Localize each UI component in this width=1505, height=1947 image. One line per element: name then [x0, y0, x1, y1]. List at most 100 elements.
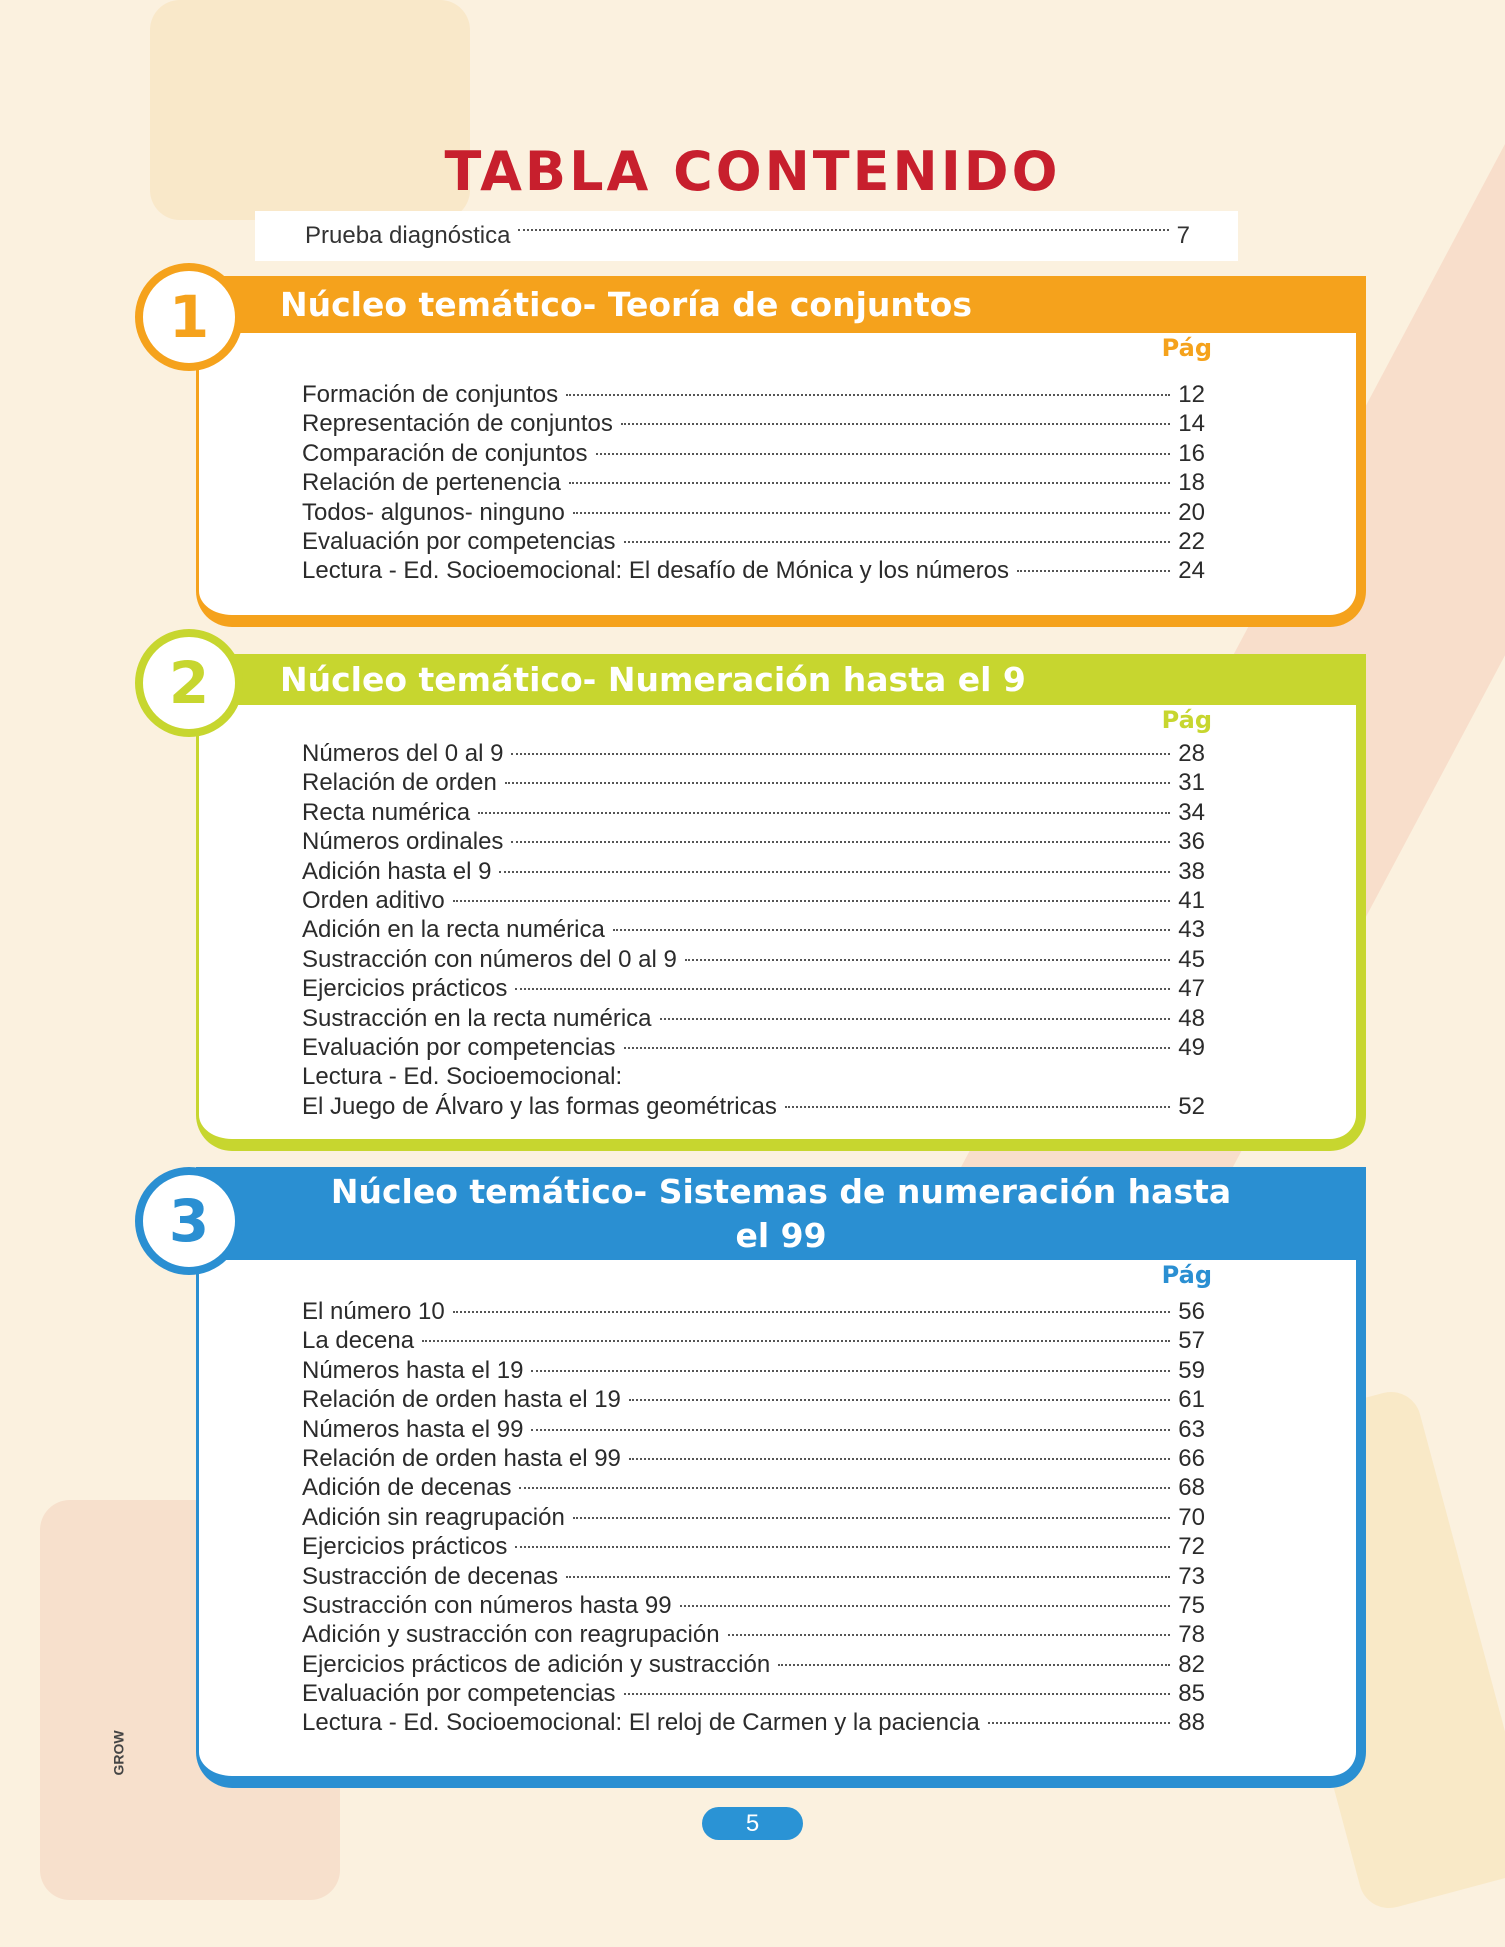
entry-page: 78 — [1178, 1621, 1205, 1649]
entry-row: Relación de orden hasta el 99 66 — [302, 1444, 1205, 1473]
entry-label: El Juego de Álvaro y las formas geométri… — [302, 1092, 777, 1120]
entry-row: Evaluación por competencias 49 — [302, 1033, 1205, 1062]
entry-row: Lectura - Ed. Socioemocional: El reloj d… — [302, 1708, 1205, 1737]
entry-row: Adición de decenas 68 — [302, 1473, 1205, 1502]
entry-row: Representación de conjuntos 14 — [302, 409, 1205, 438]
entry-row: Sustracción de decenas 73 — [302, 1562, 1205, 1591]
entry-row: Formación de conjuntos 12 — [302, 380, 1205, 409]
entry-label: Orden aditivo — [302, 886, 445, 914]
entry-page: 14 — [1178, 410, 1205, 438]
dot-leader — [778, 1663, 1171, 1666]
section-box — [196, 276, 1366, 627]
decoration — [150, 0, 470, 220]
dot-leader — [620, 423, 1171, 426]
entry-page: 59 — [1178, 1356, 1205, 1384]
entry-page: 68 — [1178, 1474, 1205, 1502]
entry-label: Adición de decenas — [302, 1474, 512, 1502]
dot-leader — [727, 1634, 1171, 1637]
entry-page: 20 — [1178, 498, 1205, 526]
dot-leader — [623, 1693, 1171, 1696]
entry-label: Lectura - Ed. Socioemocional: — [302, 1063, 623, 1091]
dot-leader — [987, 1722, 1171, 1725]
entry-row: Relación de orden hasta el 19 61 — [302, 1385, 1205, 1414]
entry-page: 34 — [1178, 798, 1205, 826]
entry-label: Representación de conjuntos — [302, 410, 613, 438]
section-box — [196, 654, 1366, 1151]
dot-leader — [679, 1604, 1171, 1607]
entry-page: 41 — [1178, 886, 1205, 914]
intro-row: Prueba diagnóstica 7 — [255, 211, 1238, 261]
dot-leader — [511, 753, 1171, 755]
entry-page: 49 — [1178, 1033, 1205, 1061]
entry-label: Ejercicios prácticos — [302, 975, 508, 1003]
brand: GROW — [110, 1730, 127, 1776]
entry-row: Orden aditivo 41 — [302, 886, 1205, 915]
entry-label: Relación de orden hasta el 99 — [302, 1444, 621, 1472]
entry-label: Sustracción en la recta numérica — [302, 1004, 652, 1032]
dot-leader — [568, 482, 1171, 485]
entry-label: Adición y sustracción con reagrupación — [302, 1621, 720, 1649]
entry-page: 16 — [1178, 439, 1205, 467]
page-header: Pág — [1161, 1261, 1212, 1289]
entry-row: Ejercicios prácticos 47 — [302, 974, 1205, 1003]
entry-label: Relación de orden — [302, 769, 497, 797]
section-title: Núcleo temático- Numeración hasta el 9 — [280, 660, 1026, 699]
entry-label: Adición hasta el 9 — [302, 857, 492, 885]
entry-row: Lectura - Ed. Socioemocional: El desafío… — [302, 556, 1205, 585]
page-title: TABLA CONTENIDO — [444, 140, 1061, 203]
entry-row: Evaluación por competencias 85 — [302, 1679, 1205, 1708]
entry-page: 63 — [1178, 1415, 1205, 1443]
entry-label: Comparación de conjuntos — [302, 439, 588, 467]
entry-label: Recta numérica — [302, 798, 471, 826]
dot-leader — [518, 229, 1169, 231]
entry-page: 61 — [1178, 1386, 1205, 1414]
entry-label: Números del 0 al 9 — [302, 740, 504, 767]
dot-leader — [422, 1340, 1171, 1343]
entry-row: Sustracción en la recta numérica 48 — [302, 1004, 1205, 1033]
dot-leader — [1017, 570, 1171, 573]
dot-leader — [452, 899, 1171, 902]
section-number: 1 — [135, 263, 243, 371]
section-number: 3 — [135, 1167, 243, 1275]
dot-leader — [478, 811, 1171, 814]
entry-page: 57 — [1178, 1327, 1205, 1355]
entry-row: Comparación de conjuntos 16 — [302, 439, 1205, 468]
entry-label: Números hasta el 99 — [302, 1415, 524, 1443]
section-box — [196, 1167, 1366, 1788]
entry-page: 24 — [1178, 557, 1205, 585]
dot-leader — [515, 1546, 1171, 1549]
dot-leader — [504, 782, 1171, 785]
entry-label: Formación de conjuntos — [302, 381, 559, 408]
dot-leader — [659, 1017, 1171, 1020]
dot-leader — [612, 929, 1171, 932]
entry-label: Números ordinales — [302, 828, 504, 856]
entry-row: Relación de pertenencia 18 — [302, 468, 1205, 497]
entry-row: Sustracción con números hasta 99 75 — [302, 1591, 1205, 1620]
entry-page: 45 — [1178, 945, 1205, 973]
entry-row: Números ordinales 36 — [302, 827, 1205, 856]
entry-row: Sustracción con números del 0 al 9 45 — [302, 945, 1205, 974]
dot-leader — [531, 1369, 1171, 1372]
entry-row: Ejercicios prácticos de adición y sustra… — [302, 1650, 1205, 1679]
entry-label: La decena — [302, 1327, 415, 1355]
entry-page: 66 — [1178, 1444, 1205, 1472]
page-number: 5 — [702, 1807, 803, 1840]
entry-label: Sustracción con números hasta 99 — [302, 1591, 672, 1619]
dot-leader — [572, 1516, 1171, 1519]
entry-page: 73 — [1178, 1562, 1205, 1590]
entry-label: Sustracción de decenas — [302, 1562, 559, 1590]
entry-list: Números del 0 al 9 28 Relación de orden 31 R… — [302, 739, 1205, 1121]
entry-row: Adición hasta el 9 38 — [302, 857, 1205, 886]
page-header: Pág — [1161, 334, 1212, 362]
dot-leader — [515, 988, 1171, 991]
entry-page: 88 — [1178, 1709, 1205, 1737]
entry-label: Adición sin reagrupación — [302, 1503, 565, 1531]
dot-leader — [623, 540, 1171, 543]
entry-label: Relación de pertenencia — [302, 469, 561, 497]
entry-label: Lectura - Ed. Socioemocional: El desafío… — [302, 557, 1010, 585]
dot-leader — [452, 1311, 1171, 1313]
dot-leader — [566, 394, 1171, 396]
entry-label: Evaluación por competencias — [302, 527, 616, 555]
entry-page: 47 — [1178, 975, 1205, 1003]
